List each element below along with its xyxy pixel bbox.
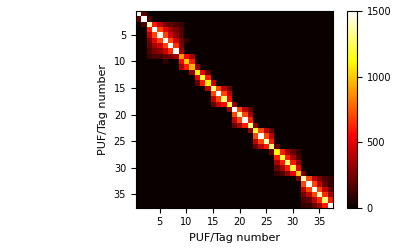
X-axis label: PUF/Tag number: PUF/Tag number	[189, 233, 280, 243]
Y-axis label: PUF/Tag number: PUF/Tag number	[98, 64, 108, 155]
